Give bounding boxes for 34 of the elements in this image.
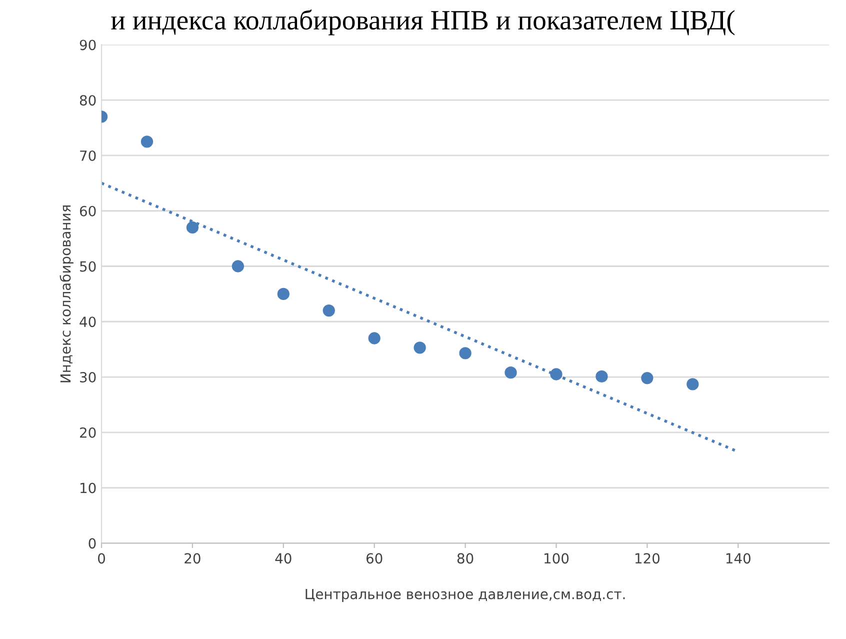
- point: [504, 366, 517, 379]
- y-tick-label: 10: [80, 482, 96, 494]
- y-tick-label: 20: [80, 427, 96, 438]
- x-tick-label: 100: [544, 553, 569, 564]
- y-tick-label: 40: [80, 316, 96, 328]
- x-axis-title: Центральное венозное давление,см.вод.ст.: [306, 588, 625, 602]
- x-tick-label: 140: [726, 553, 750, 564]
- point: [277, 288, 290, 300]
- point: [414, 342, 426, 354]
- x-tick-label: 120: [635, 553, 660, 564]
- point: [368, 332, 380, 344]
- y-axis-title: Индекс коллабирования: [60, 205, 74, 382]
- point: [641, 372, 654, 384]
- point: [686, 378, 699, 390]
- point: [232, 260, 244, 272]
- y-tick-label: 50: [80, 261, 96, 272]
- y-tick-label: 0: [88, 538, 96, 549]
- y-tick-label: 30: [80, 372, 96, 382]
- point: [140, 136, 154, 148]
- point: [186, 221, 199, 234]
- point: [459, 347, 472, 360]
- x-tick-label: 0: [98, 553, 106, 564]
- x-tick-label: 40: [275, 553, 292, 564]
- y-tick-label: 70: [80, 150, 96, 161]
- point: [322, 304, 335, 317]
- y-tick-label: 80: [80, 95, 96, 106]
- x-tick-label: 60: [366, 553, 382, 564]
- point: [550, 368, 562, 380]
- point: [596, 370, 608, 383]
- x-tick-label: 80: [457, 553, 474, 564]
- chart-title: и индекса коллабирования НПВ и показателем ЦВД(: [111, 9, 734, 36]
- y-tick-label: 60: [80, 206, 96, 216]
- x-tick-label: 20: [184, 553, 200, 564]
- y-tick-label: 90: [80, 40, 96, 50]
